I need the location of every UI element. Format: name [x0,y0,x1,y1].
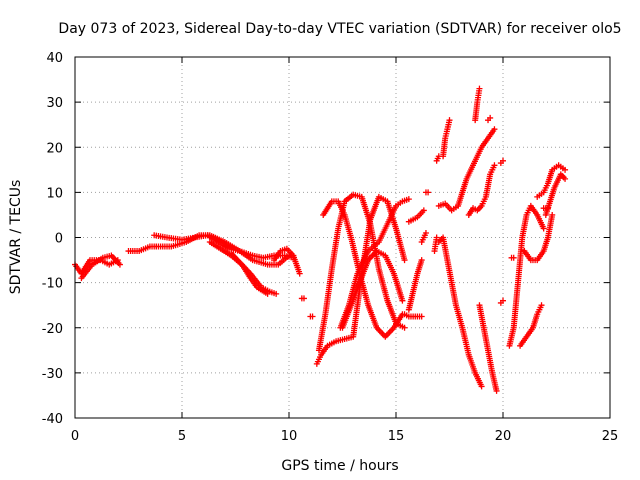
data-point [493,387,500,394]
series-arc-p [405,257,425,313]
data-point [401,324,408,331]
series-arc-z [465,162,498,218]
series-arc-b [78,252,123,282]
series-arc-j [307,313,316,320]
series-arc-ai [521,211,556,264]
series-arc-ac [485,114,494,124]
data-point [544,205,551,212]
y-tick-label: -40 [42,412,63,427]
data-point [446,117,453,124]
data-point [433,234,440,241]
data-point [478,383,485,390]
data-point [273,290,280,297]
y-tick-label: -20 [42,322,63,337]
x-tick-label: 25 [602,429,619,444]
y-tick-label: -10 [42,277,63,292]
series-arc-ab [476,302,500,394]
data-point [549,211,556,218]
series-arc-ad [497,157,506,167]
data-point [562,166,569,173]
y-tick-label: -30 [42,367,63,382]
data-point [500,157,506,164]
series-arc-s [418,229,429,246]
data-point [405,196,412,203]
data-point [401,257,408,264]
series-arc-ah [517,302,545,349]
series-arc-w [435,126,498,214]
data-point [300,295,307,302]
data-point [425,189,432,196]
series-arc-e [153,232,297,268]
series-arc-v [435,234,485,390]
series-arc-al [540,205,551,212]
series-arc-q [401,311,425,320]
series-arc-t [422,189,432,196]
data-point [420,207,427,214]
y-axis-label: SDTVAR / TECUs [8,180,24,295]
series-arc-i [298,295,307,302]
x-tick-label: 20 [495,429,512,444]
data-point [540,225,547,232]
data-point [500,297,506,304]
data-point [491,126,498,133]
axis-ticks: 0 5 10 15 20 25 -40 -30 -20 -10 0 10 20 30 40 [42,51,619,444]
y-tick-label: 0 [55,232,63,247]
series-arc-ak [542,171,569,218]
x-tick-label: 10 [281,429,298,444]
y-tick-label: 10 [46,186,63,201]
data-point [435,153,442,160]
y-tick-label: 30 [46,96,63,111]
data-point [296,270,303,277]
data-point [264,290,271,297]
data-point [422,229,429,236]
chart-title: Day 073 of 2023, Sidereal Day-to-day VTE… [58,21,621,37]
data-point [562,175,569,182]
x-tick-label: 5 [178,429,186,444]
data-point [116,261,123,268]
data-point [491,162,498,169]
data-point [309,313,316,320]
y-tick-label: 40 [46,51,63,66]
series-arc-r [405,207,427,225]
series-arc-ae [497,297,506,306]
series-arc-c [125,243,160,255]
data-point [510,254,517,261]
series-arc-y [433,153,442,164]
series-arc-ag [508,254,517,261]
x-tick-label: 0 [71,429,79,444]
data-point [538,302,545,309]
data-point [418,313,425,320]
series-arc-g [228,250,271,297]
data-point [399,297,406,304]
data-points [72,85,569,394]
data-point [418,257,425,264]
data-point [476,85,483,92]
series-arc-h [271,245,303,277]
series-arc-x [440,117,453,160]
series-arc-o [339,248,406,331]
series-arc-aa [472,85,483,124]
x-axis-label: GPS time / hours [281,458,398,474]
data-point [487,114,494,121]
series-arc-m [320,198,406,340]
x-tick-label: 15 [388,429,405,444]
y-tick-label: 20 [46,141,63,156]
series-arc-aj [534,162,569,200]
grid-lines [75,57,610,418]
series-arc-af [506,202,547,349]
